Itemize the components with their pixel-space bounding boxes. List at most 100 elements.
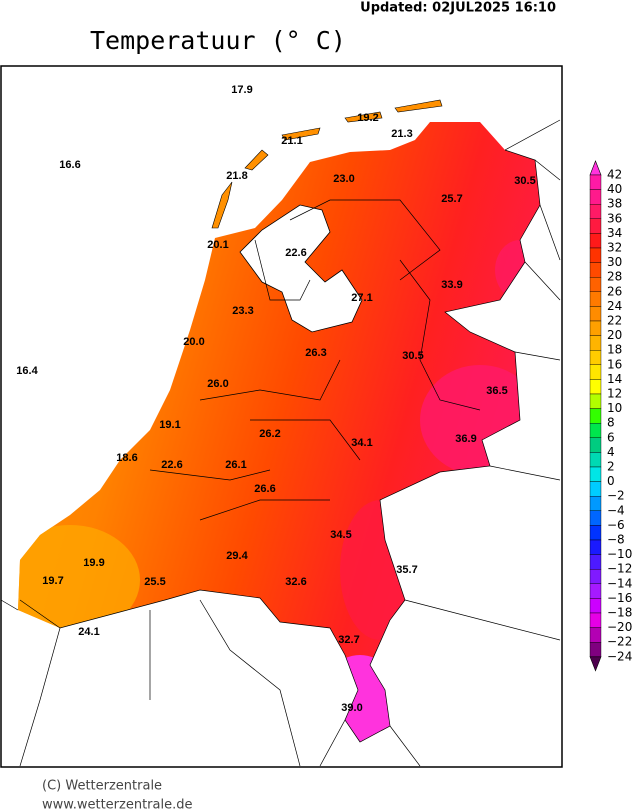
legend-swatch xyxy=(589,510,602,526)
legend-swatch xyxy=(589,291,602,307)
station-value: 19.2 xyxy=(357,112,378,124)
legend-label: −10 xyxy=(607,547,632,561)
legend-label: 20 xyxy=(607,328,622,342)
legend-label: 36 xyxy=(607,211,622,225)
updated: Updated: 02JUL2025 16:10 xyxy=(360,1,556,16)
legend-label: 8 xyxy=(607,416,615,430)
legend-label: −18 xyxy=(607,606,632,620)
station-value: 26.3 xyxy=(305,347,326,359)
legend-swatch xyxy=(589,218,602,234)
legend-label: −20 xyxy=(607,620,632,634)
legend-label: 0 xyxy=(607,474,615,488)
legend-label: −16 xyxy=(607,591,632,605)
legend-swatch xyxy=(589,612,602,628)
legend-swatch xyxy=(589,277,602,293)
station-value: 24.1 xyxy=(78,626,99,638)
legend-label: −12 xyxy=(607,562,632,576)
station-value: 21.1 xyxy=(281,135,302,147)
legend-label: −24 xyxy=(607,649,632,663)
legend-label: 4 xyxy=(607,445,615,459)
legend-swatch xyxy=(589,247,602,263)
legend-label: 14 xyxy=(607,372,622,386)
station-value: 39.0 xyxy=(341,702,362,714)
legend-label: 22 xyxy=(607,314,622,328)
legend-swatch xyxy=(589,452,602,468)
station-value: 21.8 xyxy=(226,170,247,182)
legend-swatch xyxy=(589,393,602,409)
legend-label: 42 xyxy=(607,168,622,182)
legend-label: −14 xyxy=(607,576,632,590)
station-value: 26.6 xyxy=(254,483,275,495)
legend-label: 24 xyxy=(607,299,622,313)
legend-label: 34 xyxy=(607,226,622,240)
legend-label: 16 xyxy=(607,357,622,371)
station-value: 25.5 xyxy=(144,576,165,588)
website: www.wetterzentrale.de xyxy=(42,798,192,812)
station-value: 23.3 xyxy=(232,305,253,317)
legend-label: −22 xyxy=(607,635,632,649)
station-value: 26.2 xyxy=(259,428,280,440)
legend-swatch xyxy=(589,174,602,190)
station-value: 23.0 xyxy=(333,173,354,185)
station-value: 32.6 xyxy=(285,576,306,588)
legend-label: 18 xyxy=(607,343,622,357)
legend-label: 12 xyxy=(607,387,622,401)
station-value: 34.5 xyxy=(330,529,351,541)
legend-label: −4 xyxy=(607,503,625,517)
station-value: 19.7 xyxy=(42,575,63,587)
station-value: 34.1 xyxy=(351,437,372,449)
station-value: 27.1 xyxy=(351,292,372,304)
station-value: 30.5 xyxy=(514,175,535,187)
legend-label: 10 xyxy=(607,401,622,415)
station-value: 18.6 xyxy=(116,452,137,464)
legend-swatch xyxy=(589,554,602,570)
station-value: 30.5 xyxy=(402,350,423,362)
legend-swatch xyxy=(589,539,602,555)
station-value: 20.0 xyxy=(183,336,204,348)
station-value: 29.4 xyxy=(226,550,248,562)
station-value: 36.5 xyxy=(486,385,507,397)
station-value: 20.1 xyxy=(207,239,228,251)
station-value: 19.1 xyxy=(159,419,180,431)
ijsselmeer xyxy=(239,204,363,333)
legend-swatch xyxy=(589,423,602,439)
legend-swatch xyxy=(589,203,602,219)
legend-swatch xyxy=(589,335,602,351)
legend-label: 2 xyxy=(607,460,615,474)
legend-label: 30 xyxy=(607,255,622,269)
station-value: 17.9 xyxy=(231,84,252,96)
legend-swatch xyxy=(589,466,602,482)
legend-swatch xyxy=(589,496,602,512)
station-value: 32.7 xyxy=(338,634,359,646)
legend-label: −2 xyxy=(607,489,625,503)
legend-swatch xyxy=(589,437,602,453)
legend-swatch xyxy=(589,306,602,322)
borders xyxy=(0,119,561,767)
legend-label: 40 xyxy=(607,182,622,196)
station-value: 16.6 xyxy=(59,159,80,171)
legend-swatch xyxy=(589,320,602,336)
station-value: 19.9 xyxy=(83,557,104,569)
legend-swatch xyxy=(589,481,602,497)
legend-swatch xyxy=(589,233,602,249)
legend-label: −8 xyxy=(607,533,625,547)
wadden-islands xyxy=(211,99,443,229)
station-value: 26.1 xyxy=(225,459,246,471)
station-value: 21.3 xyxy=(391,128,412,140)
legend-label: 38 xyxy=(607,197,622,211)
station-value: 16.4 xyxy=(16,365,38,377)
station-value: 26.0 xyxy=(207,378,228,390)
legend-swatch xyxy=(589,525,602,541)
color-legend: 424038363432302826242220181614121086420−… xyxy=(589,160,632,672)
legend-swatch xyxy=(589,569,602,585)
legend-label: 6 xyxy=(607,430,615,444)
legend-label: 32 xyxy=(607,241,622,255)
legend-swatch xyxy=(589,642,602,658)
legend-bottom-arrow xyxy=(589,656,602,672)
legend-label: −6 xyxy=(607,518,625,532)
station-value: 22.6 xyxy=(161,459,182,471)
legend-swatch xyxy=(589,583,602,599)
legend-swatch xyxy=(589,408,602,424)
station-value: 36.9 xyxy=(455,433,476,445)
